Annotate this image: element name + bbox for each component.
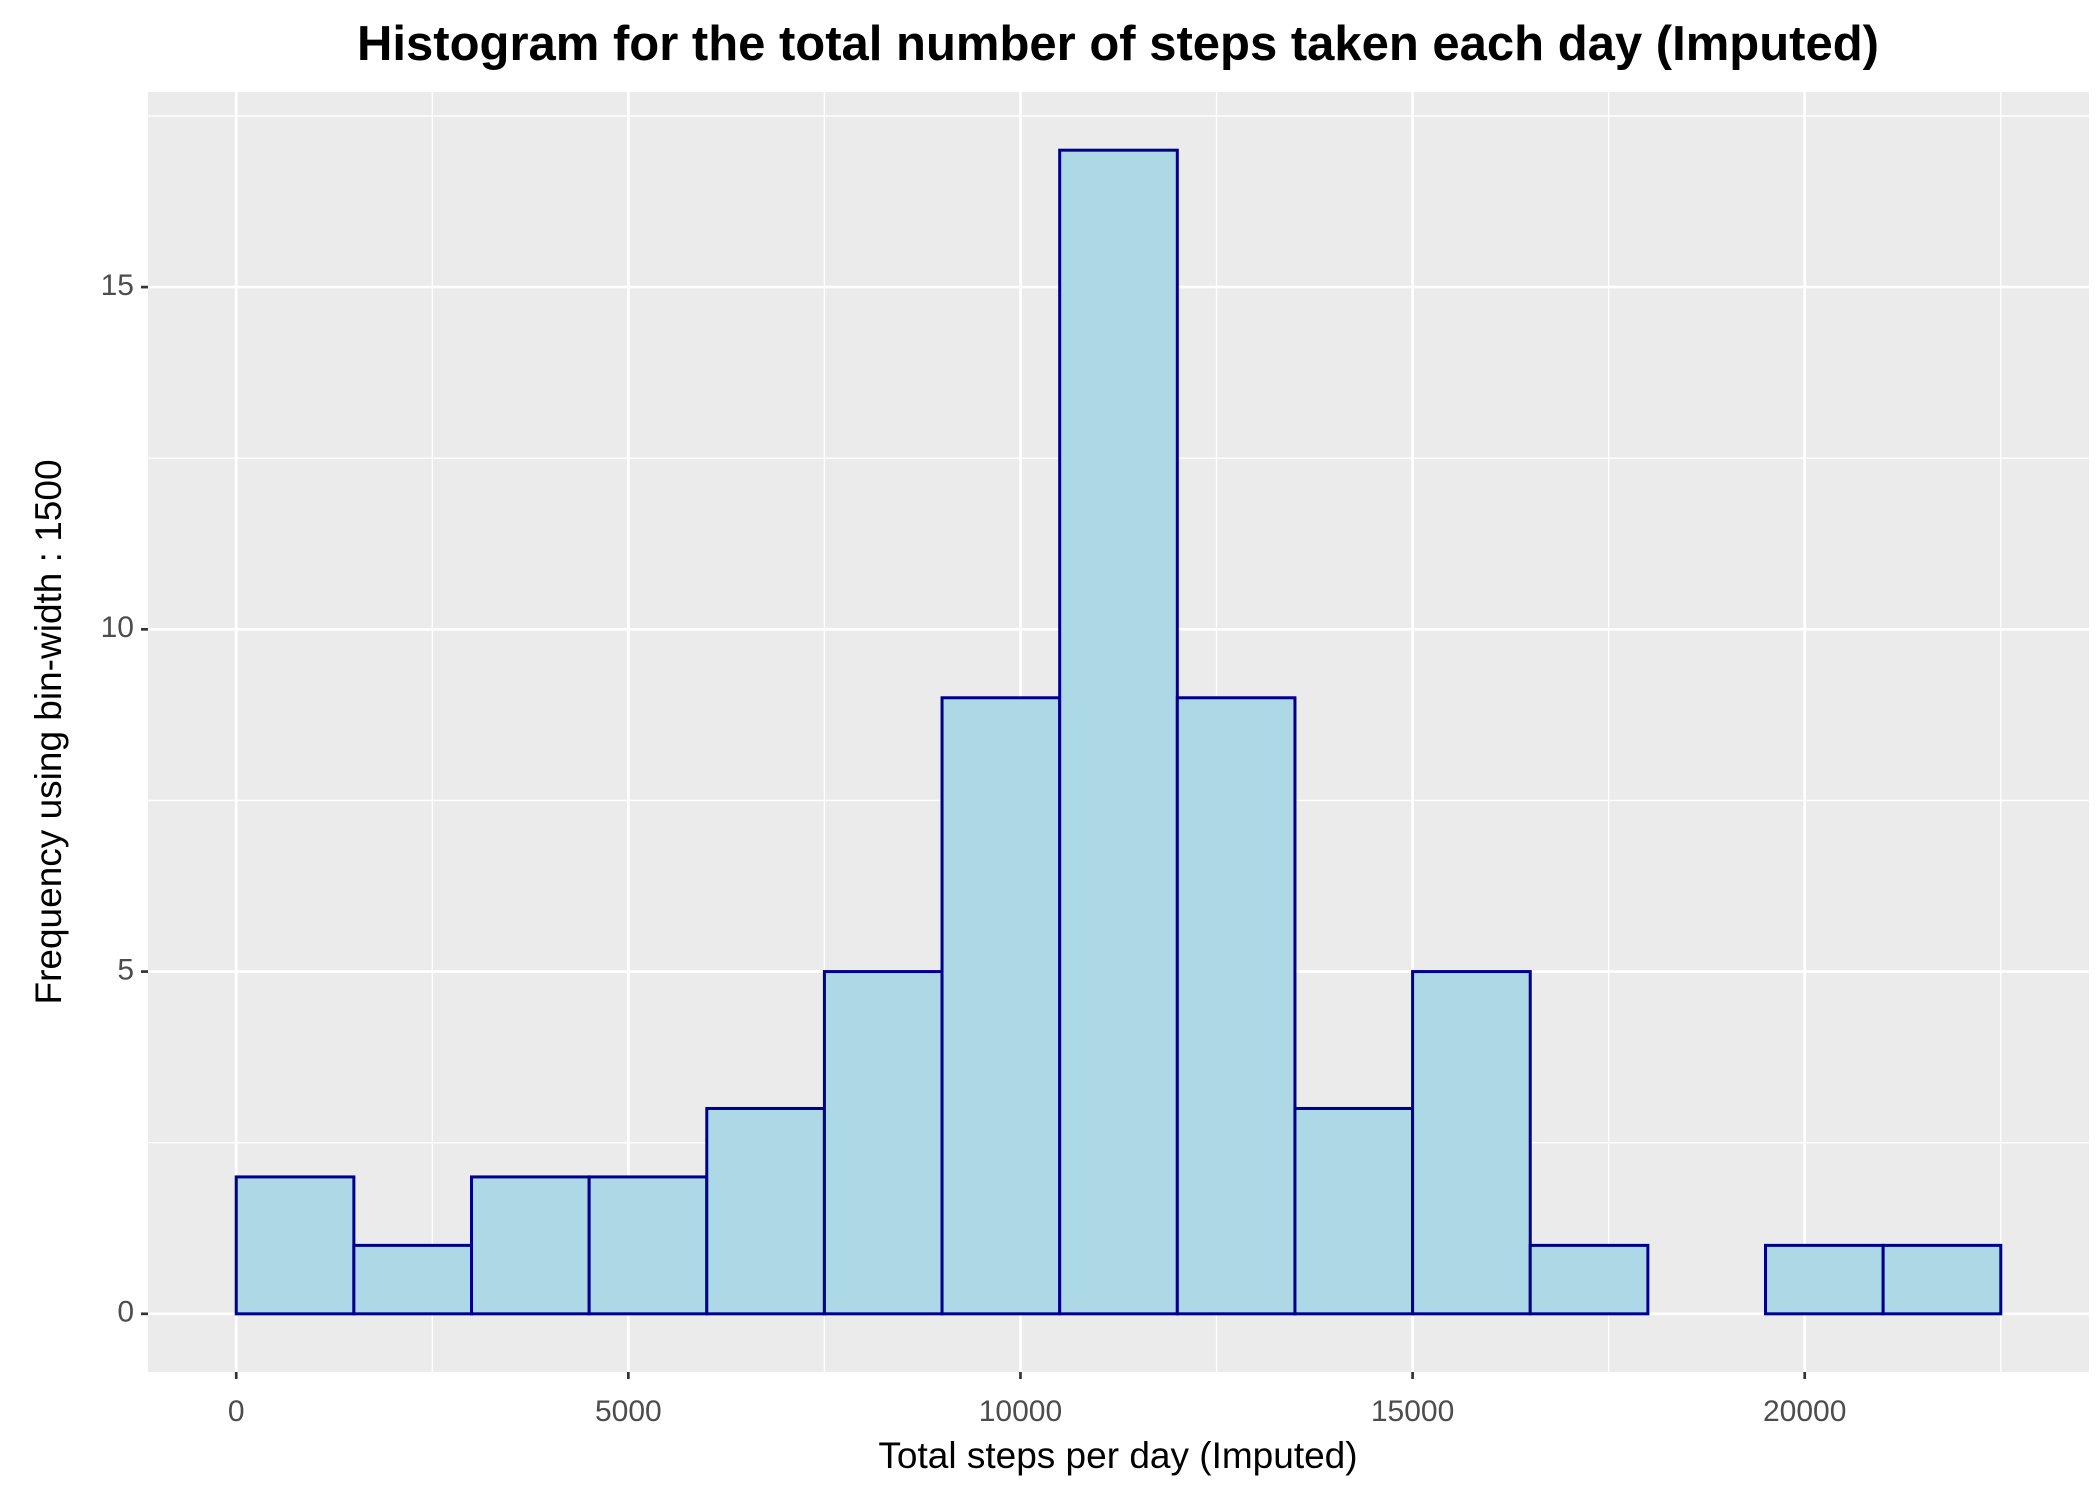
bar xyxy=(1293,1106,1415,1316)
x-axis-title: Total steps per day (Imputed) xyxy=(878,1435,1357,1476)
y-tick-label: 5 xyxy=(117,953,134,986)
y-tick-label: 10 xyxy=(101,611,134,644)
x-tick-label: 20000 xyxy=(1763,1395,1846,1428)
bar xyxy=(587,1175,709,1316)
x-tick-label: 5000 xyxy=(595,1395,662,1428)
bar xyxy=(470,1175,591,1316)
x-tick-label: 10000 xyxy=(979,1395,1062,1428)
y-axis-title: Frequency using bin-width : 1500 xyxy=(28,459,69,1004)
chart-title: Histogram for the total number of steps … xyxy=(357,17,1879,71)
bar xyxy=(822,970,944,1316)
bar xyxy=(940,696,1062,1316)
y-tick-label: 15 xyxy=(101,269,134,302)
x-tick-label: 0 xyxy=(228,1395,245,1428)
bar xyxy=(1175,696,1297,1316)
bar xyxy=(705,1106,826,1316)
bar xyxy=(1411,970,1532,1316)
bar xyxy=(1764,1243,1885,1316)
bar xyxy=(234,1175,356,1316)
bar xyxy=(1058,148,1179,1316)
x-tick-label: 15000 xyxy=(1371,1395,1454,1428)
bar xyxy=(352,1243,474,1316)
bar xyxy=(1881,1243,2003,1316)
bar xyxy=(1528,1243,1650,1316)
y-tick-label: 0 xyxy=(117,1296,134,1329)
